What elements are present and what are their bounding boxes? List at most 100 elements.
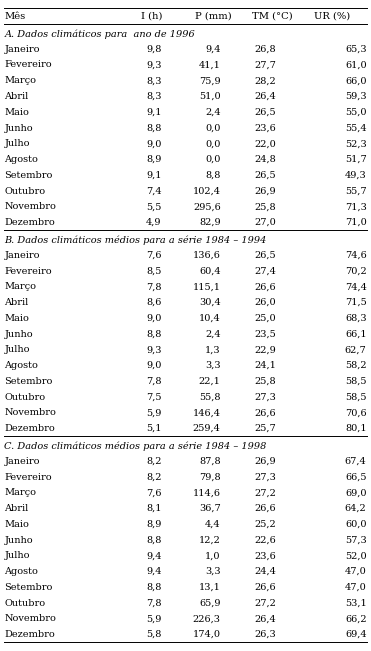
Text: 47,0: 47,0 — [345, 583, 367, 592]
Text: 87,8: 87,8 — [199, 457, 221, 466]
Text: Fevereiro: Fevereiro — [4, 473, 52, 482]
Text: Março: Março — [4, 488, 36, 497]
Text: 9,4: 9,4 — [205, 45, 221, 54]
Text: 7,6: 7,6 — [146, 488, 161, 497]
Text: 49,3: 49,3 — [345, 171, 367, 180]
Text: I (h): I (h) — [141, 12, 163, 21]
Text: Dezembro: Dezembro — [4, 630, 55, 639]
Text: 51,7: 51,7 — [345, 155, 367, 164]
Text: 70,2: 70,2 — [345, 266, 367, 275]
Text: 26,3: 26,3 — [255, 630, 276, 639]
Text: 136,6: 136,6 — [193, 251, 221, 260]
Text: Fevereiro: Fevereiro — [4, 61, 52, 70]
Text: 70,6: 70,6 — [345, 408, 367, 417]
Text: 25,2: 25,2 — [255, 520, 276, 529]
Text: 9,1: 9,1 — [146, 171, 161, 180]
Text: 4,4: 4,4 — [205, 520, 221, 529]
Text: 7,5: 7,5 — [146, 393, 161, 402]
Text: 5,8: 5,8 — [146, 630, 161, 639]
Text: 23,6: 23,6 — [255, 551, 276, 561]
Text: Outubro: Outubro — [4, 599, 46, 607]
Text: Novembro: Novembro — [4, 202, 56, 212]
Text: 9,0: 9,0 — [146, 314, 161, 323]
Text: 26,4: 26,4 — [255, 615, 276, 624]
Text: 9,3: 9,3 — [146, 61, 161, 70]
Text: 55,8: 55,8 — [199, 393, 221, 402]
Text: 58,5: 58,5 — [345, 377, 367, 386]
Text: TM (°C): TM (°C) — [252, 12, 293, 21]
Text: Junho: Junho — [4, 536, 33, 545]
Text: 55,7: 55,7 — [345, 187, 367, 195]
Text: 5,9: 5,9 — [146, 408, 161, 417]
Text: 8,8: 8,8 — [146, 124, 161, 133]
Text: Agosto: Agosto — [4, 567, 38, 576]
Text: Janeiro: Janeiro — [4, 251, 40, 260]
Text: 7,4: 7,4 — [146, 187, 161, 195]
Text: 174,0: 174,0 — [193, 630, 221, 639]
Text: 7,6: 7,6 — [146, 251, 161, 260]
Text: 58,5: 58,5 — [345, 393, 367, 402]
Text: 9,3: 9,3 — [146, 345, 161, 354]
Text: Novembro: Novembro — [4, 408, 56, 417]
Text: Julho: Julho — [4, 551, 30, 561]
Text: 64,2: 64,2 — [345, 504, 367, 513]
Text: 9,1: 9,1 — [146, 108, 161, 117]
Text: 57,3: 57,3 — [345, 536, 367, 545]
Text: 8,9: 8,9 — [146, 155, 161, 164]
Text: A. Dados climáticos para  ano de 1996: A. Dados climáticos para ano de 1996 — [4, 29, 195, 38]
Text: 8,6: 8,6 — [146, 298, 161, 307]
Text: 0,0: 0,0 — [206, 155, 221, 164]
Text: 47,0: 47,0 — [345, 567, 367, 576]
Text: 79,8: 79,8 — [199, 473, 221, 482]
Text: 26,8: 26,8 — [255, 45, 276, 54]
Text: 13,1: 13,1 — [199, 583, 221, 592]
Text: P (mm): P (mm) — [195, 12, 232, 21]
Text: 36,7: 36,7 — [199, 504, 221, 513]
Text: 10,4: 10,4 — [199, 314, 221, 323]
Text: 8,9: 8,9 — [146, 520, 161, 529]
Text: Março: Março — [4, 283, 36, 291]
Text: 51,0: 51,0 — [199, 92, 221, 101]
Text: 27,7: 27,7 — [255, 61, 276, 70]
Text: Junho: Junho — [4, 124, 33, 133]
Text: Maio: Maio — [4, 520, 29, 529]
Text: 8,5: 8,5 — [146, 266, 161, 275]
Text: Abril: Abril — [4, 92, 29, 101]
Text: 25,0: 25,0 — [255, 314, 276, 323]
Text: 69,4: 69,4 — [345, 630, 367, 639]
Text: 55,0: 55,0 — [345, 108, 367, 117]
Text: Setembro: Setembro — [4, 377, 53, 386]
Text: 30,4: 30,4 — [199, 298, 221, 307]
Text: 8,8: 8,8 — [146, 329, 161, 339]
Text: 5,9: 5,9 — [146, 615, 161, 624]
Text: 0,0: 0,0 — [206, 124, 221, 133]
Text: 23,5: 23,5 — [255, 329, 276, 339]
Text: 226,3: 226,3 — [193, 615, 221, 624]
Text: 9,4: 9,4 — [146, 551, 161, 561]
Text: 65,3: 65,3 — [345, 45, 367, 54]
Text: Mês: Mês — [4, 12, 26, 21]
Text: 60,0: 60,0 — [345, 520, 367, 529]
Text: UR (%): UR (%) — [314, 12, 350, 21]
Text: 8,8: 8,8 — [146, 536, 161, 545]
Text: 8,1: 8,1 — [146, 504, 161, 513]
Text: C. Dados climáticos médios para a série 1984 – 1998: C. Dados climáticos médios para a série … — [4, 441, 267, 450]
Text: B. Dados climáticos médios para a série 1984 – 1994: B. Dados climáticos médios para a série … — [4, 235, 267, 245]
Text: 295,6: 295,6 — [193, 202, 221, 212]
Text: 27,2: 27,2 — [255, 488, 276, 497]
Text: 71,3: 71,3 — [345, 202, 367, 212]
Text: 115,1: 115,1 — [193, 283, 221, 291]
Text: 74,4: 74,4 — [345, 283, 367, 291]
Text: 27,0: 27,0 — [255, 218, 276, 227]
Text: 2,4: 2,4 — [205, 108, 221, 117]
Text: 1,0: 1,0 — [205, 551, 221, 561]
Text: 26,5: 26,5 — [255, 171, 276, 180]
Text: 65,9: 65,9 — [199, 599, 221, 607]
Text: 62,7: 62,7 — [345, 345, 367, 354]
Text: 24,1: 24,1 — [255, 361, 276, 370]
Text: 58,2: 58,2 — [345, 361, 367, 370]
Text: Junho: Junho — [4, 329, 33, 339]
Text: Dezembro: Dezembro — [4, 424, 55, 433]
Text: 60,4: 60,4 — [199, 266, 221, 275]
Text: 26,6: 26,6 — [255, 583, 276, 592]
